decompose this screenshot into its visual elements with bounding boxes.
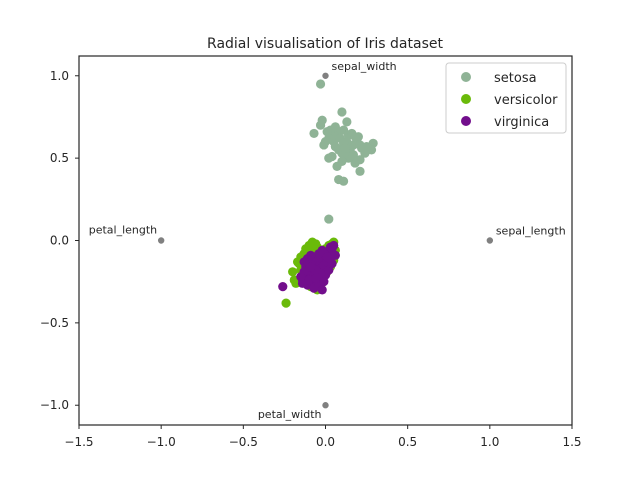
anchor-label-sepal-length: sepal_length — [496, 225, 566, 238]
data-point-virginica — [306, 262, 316, 272]
anchor-point-petal-length — [157, 237, 165, 244]
chart-title: Radial visualisation of Iris dataset — [207, 36, 443, 52]
y-tick-label: 0.5 — [50, 151, 69, 165]
data-point-setosa — [330, 122, 340, 132]
data-point-virginica — [319, 277, 329, 287]
data-point-setosa — [309, 128, 319, 139]
anchor-label-petal-width: petal_width — [258, 408, 322, 421]
x-tick-label: 0.0 — [316, 435, 335, 449]
anchor-label-petal-length: petal_length — [89, 224, 157, 237]
data-point-virginica — [325, 242, 336, 252]
data-point-virginica — [311, 273, 321, 283]
data-point-setosa — [332, 161, 342, 171]
points-layer — [278, 79, 378, 308]
data-point-versicolor — [288, 267, 298, 277]
legend-label-virginica: virginica — [494, 115, 549, 130]
data-point-virginica — [299, 257, 309, 267]
y-tick-label: −0.5 — [40, 316, 69, 330]
y-tick-label: 1.0 — [50, 69, 69, 83]
x-tick-label: −1.0 — [147, 435, 176, 449]
anchor-point-sepal-length — [486, 237, 494, 244]
x-tick-label: 1.0 — [480, 435, 499, 449]
legend-items: setosa versicolor virginica — [461, 71, 558, 130]
x-tick-label: −0.5 — [229, 435, 258, 449]
anchor-label-sepal-width: sepal_width — [332, 60, 397, 73]
data-point-virginica — [327, 258, 337, 269]
data-point-setosa — [350, 132, 360, 142]
series-setosa — [309, 79, 378, 224]
anchor-point-sepal-width — [322, 72, 329, 79]
data-point-setosa — [319, 140, 329, 150]
legend-marker-virginica — [461, 116, 471, 126]
data-point-setosa — [317, 115, 327, 125]
data-point-setosa — [355, 166, 365, 176]
data-point-setosa — [337, 107, 347, 117]
legend-marker-setosa — [461, 72, 471, 82]
legend-label-versicolor: versicolor — [494, 93, 558, 108]
anchors-layer: sepal_length sepal_width petal_lengthpetal… — [89, 60, 566, 421]
data-point-setosa — [340, 143, 350, 153]
x-tick-label: −1.5 — [64, 435, 93, 449]
data-point-virginica — [330, 250, 340, 260]
data-point-setosa — [348, 150, 359, 160]
data-point-setosa — [322, 127, 332, 137]
legend-label-setosa: setosa — [494, 71, 537, 86]
data-point-setosa — [361, 142, 372, 152]
legend: setosa versicolor virginica — [445, 62, 567, 134]
data-point-virginica — [317, 245, 327, 255]
y-tick-label: 0.0 — [50, 234, 69, 248]
data-point-setosa — [324, 153, 334, 163]
y-tick-label: −1.0 — [40, 398, 69, 412]
data-point-virginica — [322, 252, 332, 262]
legend-box — [445, 62, 567, 134]
data-point-setosa — [342, 117, 352, 127]
anchor-point-petal-width — [322, 402, 329, 409]
x-tick-label: 0.5 — [398, 435, 417, 449]
data-point-virginica — [317, 285, 327, 295]
data-point-setosa — [338, 176, 349, 186]
data-point-setosa — [324, 214, 334, 224]
data-point-setosa — [315, 79, 326, 89]
series-virginica — [278, 240, 340, 295]
data-point-virginica — [278, 282, 288, 292]
data-point-versicolor — [281, 298, 291, 308]
data-point-setosa — [350, 158, 360, 168]
x-tick-label: 1.5 — [562, 435, 581, 449]
legend-marker-versicolor — [461, 94, 471, 104]
ticks-layer: −1.5 −1.0 −0.5 0.0 0.5 1.0 1.5 1.0 0.5 0.0 −0.5 −1.… — [40, 69, 582, 449]
